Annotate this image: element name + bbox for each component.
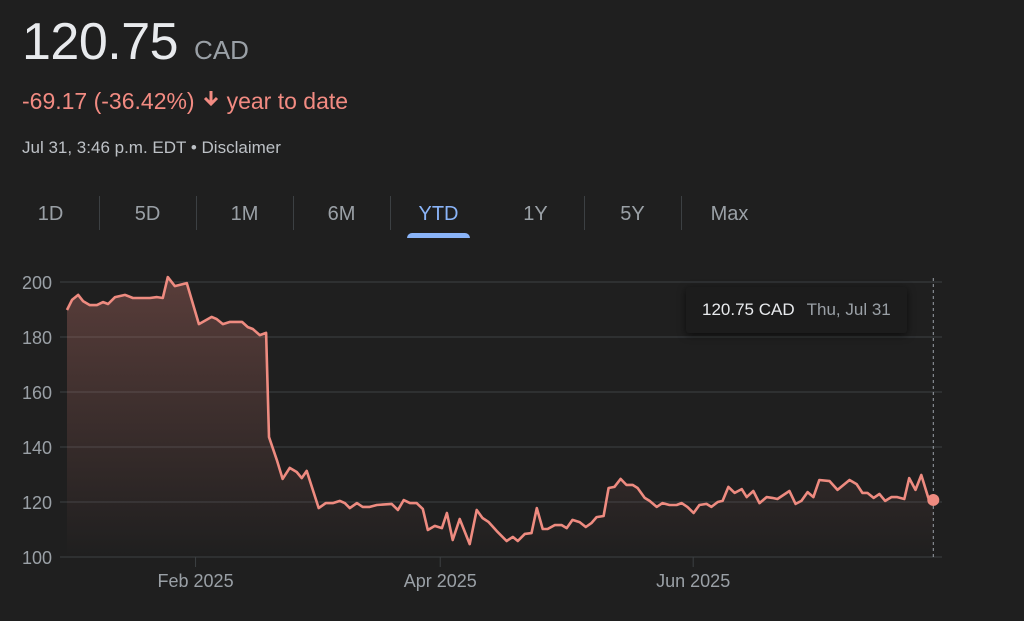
x-tick-label: Apr 2025 (404, 571, 477, 591)
tooltip: 120.75 CAD Thu, Jul 31 (686, 287, 907, 333)
y-tick-label: 120 (22, 493, 52, 513)
current-price: 120.75 (22, 13, 179, 71)
tab-5d[interactable]: 5D (99, 192, 196, 236)
y-tick-label: 140 (22, 438, 52, 458)
disclaimer-link[interactable]: Disclaimer (201, 138, 281, 157)
tooltip-value: 120.75 CAD (702, 300, 795, 319)
tab-1d[interactable]: 1D (37, 202, 64, 225)
tab-1m[interactable]: 1M (196, 192, 293, 236)
tab-6m[interactable]: 6M (293, 192, 390, 236)
separator: • (190, 138, 197, 157)
tab-max[interactable]: Max (681, 192, 778, 236)
tab-ytd[interactable]: YTD (390, 192, 487, 238)
price-line (65, 275, 934, 546)
change-value: -69.17 (-36.42%) (22, 88, 195, 114)
currency-label: CAD (194, 35, 249, 65)
y-tick-label: 180 (22, 328, 52, 348)
tab-1y[interactable]: 1Y (523, 202, 548, 225)
range-tabs: 1D 5D 1M 6M YTD 1Y 5Y Max (2, 192, 778, 238)
y-tick-label: 200 (22, 273, 52, 293)
y-tick-label: 100 (22, 548, 52, 568)
x-tick-label: Feb 2025 (158, 571, 234, 591)
price-header: 120.75 CAD (22, 12, 249, 72)
arrow-down-icon (201, 88, 221, 115)
timestamp-line: Jul 31, 3:46 p.m. EDT • Disclaimer (22, 138, 281, 158)
y-tick-label: 160 (22, 383, 52, 403)
price-area-fill (67, 277, 934, 557)
price-change: -69.17 (-36.42%) year to date (22, 88, 348, 115)
last-point-marker (927, 493, 940, 506)
tooltip-date: Thu, Jul 31 (806, 300, 891, 319)
x-tick-label: Jun 2025 (656, 571, 730, 591)
tab-5y[interactable]: 5Y (584, 192, 681, 236)
change-period: year to date (226, 88, 349, 114)
timestamp: Jul 31, 3:46 p.m. EDT (22, 138, 187, 157)
